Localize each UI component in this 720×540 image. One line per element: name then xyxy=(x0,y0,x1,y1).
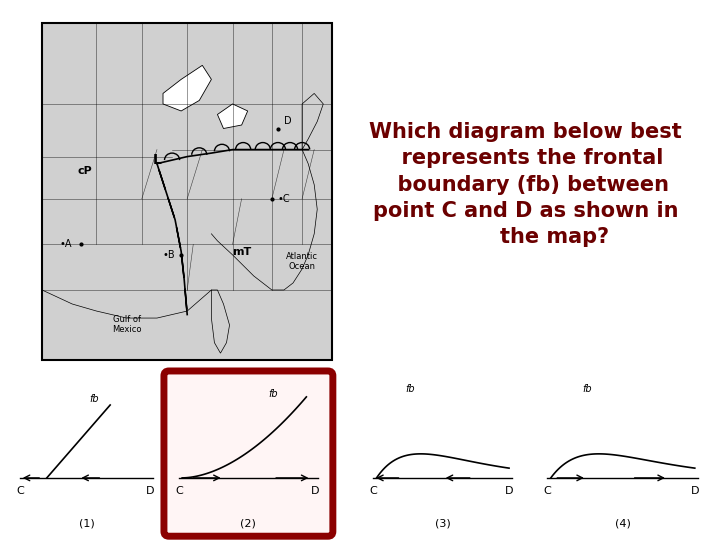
Text: D: D xyxy=(505,486,513,496)
Text: Which diagram below best
  represents the frontal
  boundary (fb) between
point : Which diagram below best represents the … xyxy=(369,122,682,247)
Text: cP: cP xyxy=(77,166,91,176)
Text: fb: fb xyxy=(582,384,592,394)
Text: fb: fb xyxy=(405,384,415,394)
Text: •A: •A xyxy=(60,239,72,249)
Polygon shape xyxy=(181,257,184,278)
Polygon shape xyxy=(163,65,212,111)
Text: D: D xyxy=(310,486,319,496)
Text: D: D xyxy=(145,486,154,496)
Text: (1): (1) xyxy=(78,518,94,529)
Text: C: C xyxy=(544,486,551,496)
Text: C: C xyxy=(16,486,24,496)
Polygon shape xyxy=(212,290,230,353)
Text: (3): (3) xyxy=(435,518,451,529)
Text: Gulf of
Mexico: Gulf of Mexico xyxy=(112,315,141,334)
Text: (2): (2) xyxy=(240,518,256,529)
Text: •C: •C xyxy=(278,194,291,204)
Text: D: D xyxy=(284,117,292,126)
Polygon shape xyxy=(217,104,248,129)
Polygon shape xyxy=(168,198,174,218)
Text: C: C xyxy=(369,486,377,496)
Text: C: C xyxy=(175,486,183,496)
Text: fb: fb xyxy=(269,389,278,399)
Text: •B: •B xyxy=(163,250,175,260)
Text: L: L xyxy=(153,153,161,167)
Text: mT: mT xyxy=(232,247,251,257)
Text: fb: fb xyxy=(89,394,99,404)
Polygon shape xyxy=(185,288,186,309)
Text: D: D xyxy=(690,486,699,496)
Polygon shape xyxy=(159,170,166,190)
Text: (4): (4) xyxy=(615,518,631,529)
FancyBboxPatch shape xyxy=(164,371,333,536)
Polygon shape xyxy=(302,93,323,150)
Polygon shape xyxy=(176,227,181,248)
Text: Atlantic
Ocean: Atlantic Ocean xyxy=(286,252,318,271)
